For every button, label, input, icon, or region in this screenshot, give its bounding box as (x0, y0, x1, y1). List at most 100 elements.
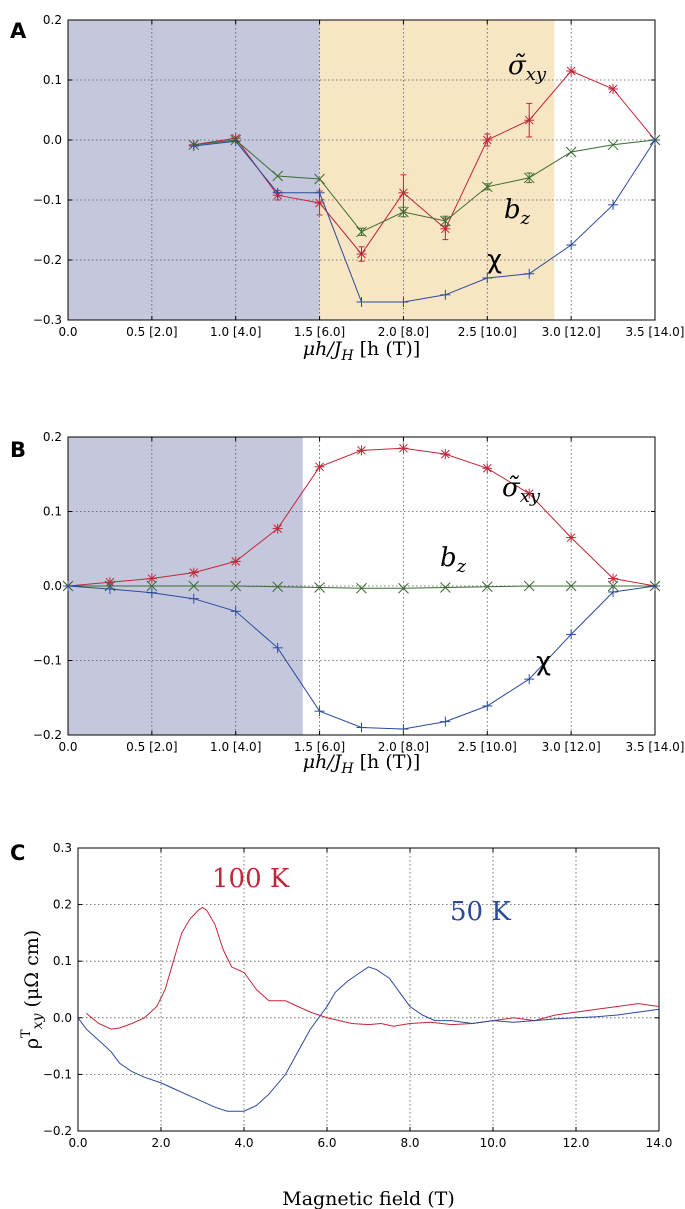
y-tick-label: 0.0 (43, 133, 62, 147)
data-point (565, 146, 577, 158)
y-tick-label: 0.0 (43, 579, 62, 593)
star-marker-d2 (357, 446, 366, 455)
x-tick-label: 1.0 [4.0] (210, 740, 261, 754)
x-marker-b (356, 226, 367, 238)
x-tick-label: 2.0 [8.0] (378, 740, 429, 754)
x-marker-b (356, 582, 367, 594)
data-point (565, 580, 577, 592)
data-point (398, 582, 409, 594)
x-tick-label: 2.5 [10.0] (458, 740, 517, 754)
panel-C: 0.0 2.0 4.0 6.0 8.0 10.0 12.0 14.0 −0.2 −0.1 0.0 0.… (10, 841, 672, 1209)
star-marker-d2 (189, 568, 199, 577)
data-point (440, 289, 451, 300)
data-point (481, 181, 493, 193)
y-axis-label: ρTxy (μΩ cm) (19, 930, 46, 1049)
data-point (272, 523, 283, 534)
series-label: σ̃xy (502, 473, 541, 507)
plot-frame (67, 19, 656, 321)
series-0 (85, 906, 660, 1030)
y-tick-label: −0.1 (33, 193, 62, 207)
x-tick-label: 0.0 (58, 740, 77, 754)
data-point (608, 586, 619, 597)
x-tick-label: 0.5 [2.0] (126, 740, 177, 754)
data-point (482, 135, 493, 145)
data-point (524, 115, 535, 126)
panel-letter: C (10, 841, 25, 865)
x-tick-label: 2.0 [8.0] (378, 325, 429, 339)
x-tick-label: 14.0 (646, 1136, 673, 1150)
series-line (193, 70, 656, 255)
y-tick-label: 0.3 (53, 841, 72, 855)
panel-letter: A (10, 19, 27, 43)
data-point (230, 556, 241, 567)
star-marker-d2 (147, 574, 157, 583)
y-tick-label: 0.2 (43, 13, 62, 27)
star-marker-d2 (524, 115, 534, 125)
x-tick-label: 12.0 (563, 1136, 590, 1150)
data-point (188, 593, 199, 604)
y-tick-label: −0.1 (33, 654, 62, 668)
data-point (314, 582, 325, 593)
data-point (440, 582, 451, 593)
x-tick-label: 4.0 (234, 1136, 253, 1150)
data-point (356, 226, 367, 238)
data-point (272, 581, 283, 593)
x-tick-label: 1.0 [4.0] (210, 325, 261, 339)
y-tick-label: 0.2 (53, 898, 72, 912)
y-tick-label: 0.0 (53, 1011, 72, 1025)
y-tick-label: −0.2 (43, 1124, 72, 1138)
shaded-region-0 (68, 20, 320, 320)
x-marker-b (440, 215, 451, 227)
y-tick-label: −0.2 (33, 253, 62, 267)
data-point (63, 581, 73, 591)
shaded-region-1 (319, 20, 555, 320)
x-marker-b (314, 582, 325, 593)
data-point (230, 136, 241, 147)
data-point (356, 297, 367, 307)
y-tick-label: 0.1 (53, 954, 72, 968)
x-axis-label: μh/JH [h (T)] (303, 751, 420, 777)
x-tick-label: 10.0 (480, 1136, 507, 1150)
series-label: σ̃xy (508, 51, 547, 85)
data-point (356, 582, 367, 594)
x-marker-b (398, 206, 409, 218)
data-point (523, 580, 535, 592)
series-2 (63, 581, 660, 735)
data-point (607, 139, 619, 151)
x-marker-b (565, 146, 577, 158)
data-point (398, 443, 409, 454)
data-point (481, 581, 493, 593)
data-point (146, 587, 157, 598)
data-point (650, 581, 660, 591)
series-label: bz (440, 543, 467, 577)
x-tick-label: 1.5 [6.0] (294, 740, 345, 754)
data-point (314, 706, 325, 717)
data-point (356, 722, 367, 733)
data-point (314, 173, 325, 185)
data-point (230, 580, 242, 592)
x-tick-label: 3.5 [14.0] (626, 740, 685, 754)
y-tick-label: 0.2 (43, 430, 62, 444)
data-point (272, 187, 283, 198)
data-point (356, 445, 367, 456)
data-point (524, 674, 535, 685)
y-tick-label: −0.2 (33, 728, 62, 742)
x-marker-b (607, 139, 619, 151)
data-point (398, 724, 409, 735)
data-point (146, 580, 158, 592)
series-line (193, 139, 656, 303)
x-tick-label: 0.5 [2.0] (126, 325, 177, 339)
panel-letter: B (10, 438, 26, 462)
x-marker-b (146, 580, 158, 592)
x-marker-b (607, 580, 619, 592)
series-label: 50 K (450, 897, 511, 927)
x-marker-b (481, 581, 493, 593)
x-tick-label: 2.5 [10.0] (458, 325, 517, 339)
series-label: bz (504, 195, 531, 229)
data-point (188, 580, 200, 592)
x-tick-label: 1.5 [6.0] (294, 325, 345, 339)
star-marker-d2 (105, 577, 115, 587)
data-point (314, 461, 325, 472)
x-marker-b (188, 580, 200, 592)
